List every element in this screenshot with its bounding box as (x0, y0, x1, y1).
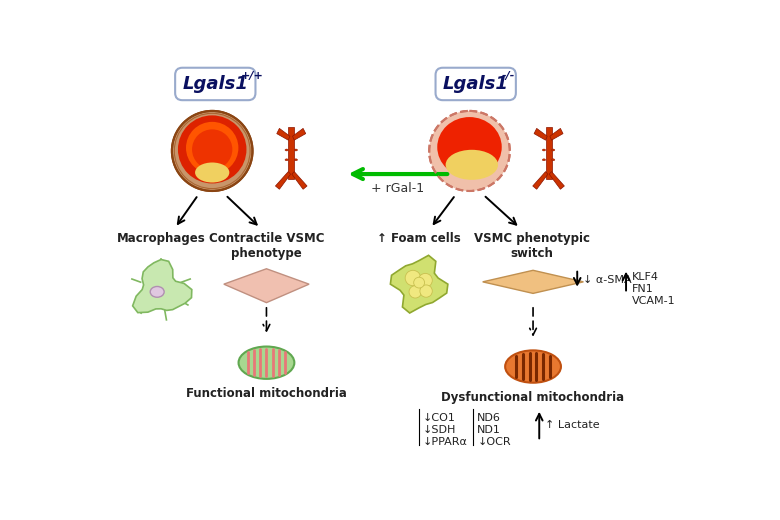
Polygon shape (390, 255, 448, 313)
Ellipse shape (429, 111, 510, 191)
Polygon shape (275, 172, 291, 189)
Text: ↑ Foam cells: ↑ Foam cells (378, 232, 461, 245)
Ellipse shape (551, 149, 555, 151)
Ellipse shape (445, 150, 498, 180)
Ellipse shape (294, 149, 297, 151)
FancyArrow shape (289, 127, 294, 179)
Ellipse shape (505, 350, 561, 383)
Polygon shape (483, 270, 583, 293)
Polygon shape (292, 128, 306, 140)
Text: +/+: +/+ (241, 71, 264, 81)
Text: ↓ α-SMA: ↓ α-SMA (583, 275, 631, 284)
Text: ↓SDH: ↓SDH (423, 425, 456, 435)
Polygon shape (292, 172, 307, 189)
Ellipse shape (438, 117, 502, 177)
Ellipse shape (151, 287, 164, 297)
Polygon shape (534, 128, 548, 140)
Ellipse shape (542, 149, 545, 151)
Ellipse shape (420, 285, 432, 297)
Polygon shape (133, 259, 192, 313)
Text: ↑ Lactate: ↑ Lactate (545, 420, 600, 430)
Text: VSMC phenotypic
switch: VSMC phenotypic switch (473, 232, 590, 260)
Ellipse shape (178, 115, 246, 184)
Ellipse shape (186, 122, 239, 174)
Ellipse shape (405, 270, 420, 285)
Polygon shape (224, 269, 309, 303)
Text: ↓OCR: ↓OCR (477, 437, 511, 447)
Polygon shape (550, 128, 563, 140)
Text: Contractile VSMC
phenotype: Contractile VSMC phenotype (209, 232, 324, 260)
Ellipse shape (409, 285, 421, 298)
Text: ↓PPARα: ↓PPARα (423, 437, 468, 447)
Ellipse shape (285, 149, 289, 151)
Polygon shape (277, 128, 290, 140)
Text: FN1: FN1 (633, 284, 654, 294)
Ellipse shape (285, 159, 289, 161)
Ellipse shape (239, 346, 294, 379)
Text: ↓CO1: ↓CO1 (423, 413, 456, 423)
Text: VCAM-1: VCAM-1 (633, 296, 676, 306)
Ellipse shape (172, 111, 253, 191)
Text: Lgals1: Lgals1 (183, 75, 248, 93)
Polygon shape (533, 172, 548, 189)
Polygon shape (549, 172, 565, 189)
Ellipse shape (192, 129, 232, 170)
Ellipse shape (413, 277, 424, 288)
Text: + rGal-1: + rGal-1 (370, 182, 424, 195)
Text: Functional mitochondria: Functional mitochondria (186, 387, 347, 400)
Text: Lgals1: Lgals1 (443, 75, 509, 93)
Text: Macrophages: Macrophages (117, 232, 205, 245)
Text: Dysfunctional mitochondria: Dysfunctional mitochondria (441, 391, 625, 404)
Ellipse shape (418, 274, 432, 287)
Text: ND6: ND6 (477, 413, 501, 423)
Text: KLF4: KLF4 (633, 272, 659, 282)
Ellipse shape (195, 162, 229, 183)
FancyArrow shape (545, 127, 551, 179)
Ellipse shape (294, 159, 297, 161)
Ellipse shape (551, 159, 555, 161)
Text: -/-: -/- (502, 71, 515, 81)
Ellipse shape (542, 159, 545, 161)
Text: ND1: ND1 (477, 425, 501, 435)
